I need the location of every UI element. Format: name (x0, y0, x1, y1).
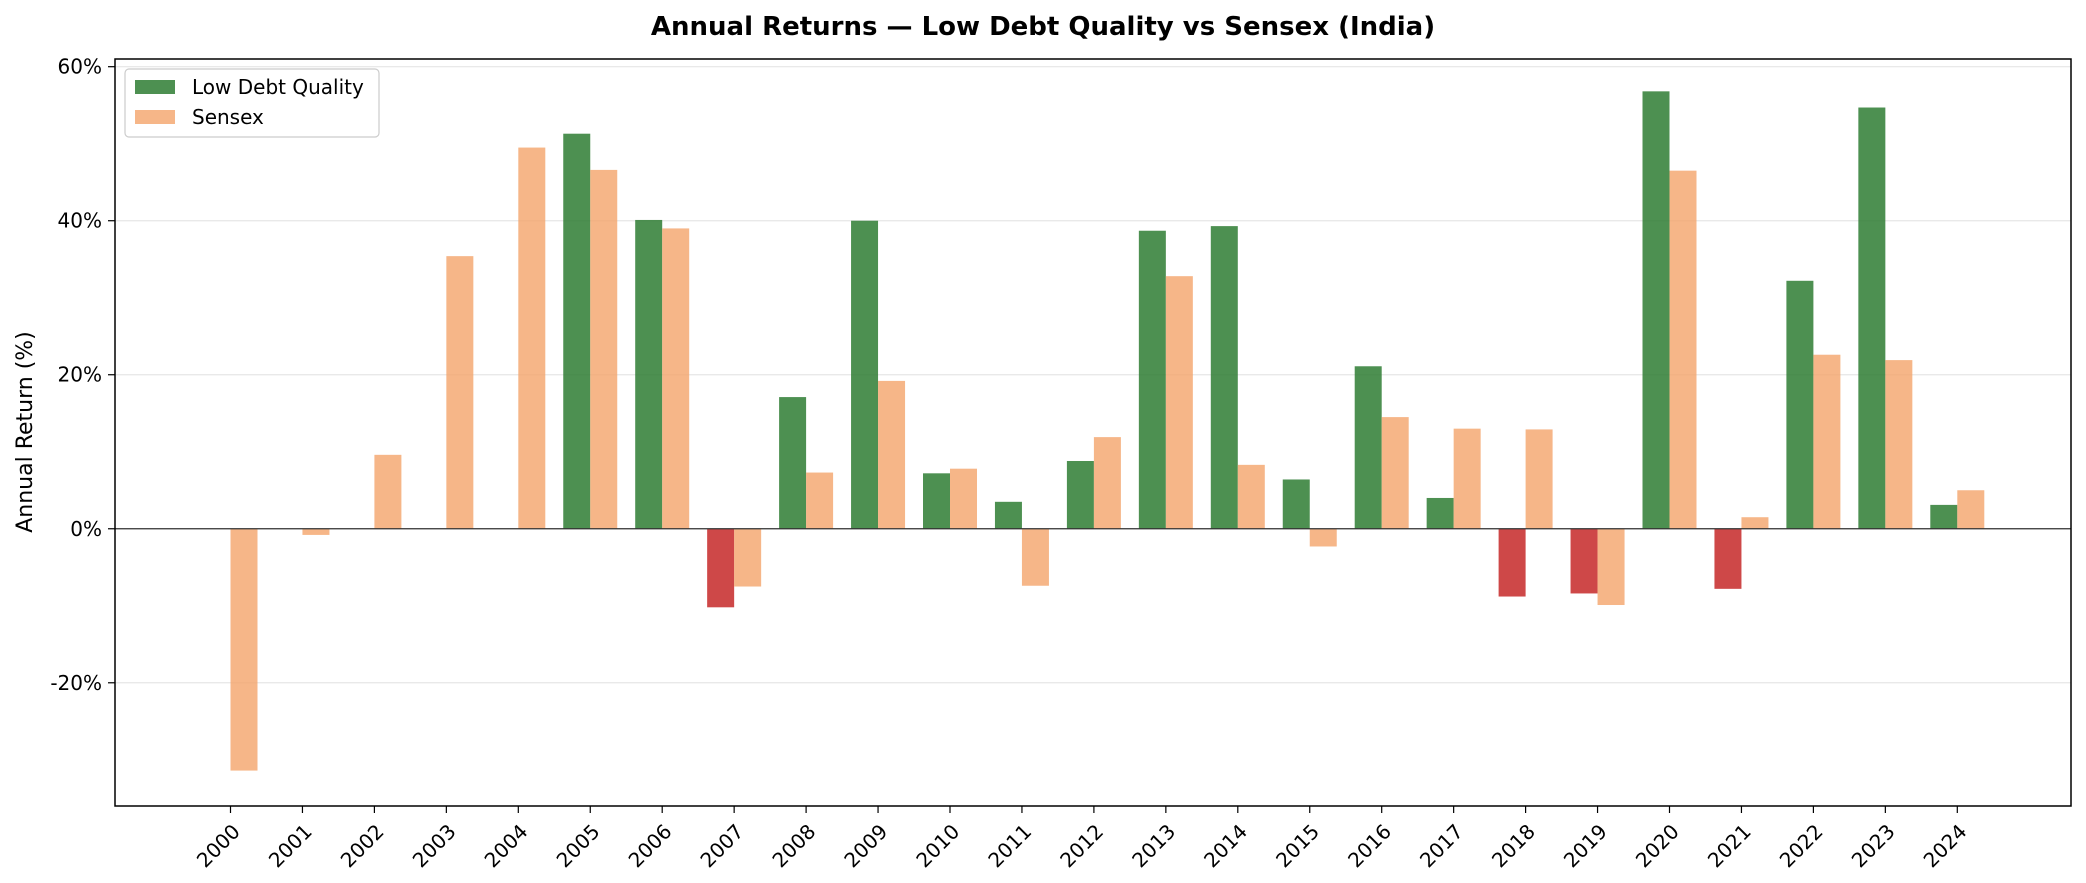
x-tick-label: 2001 (264, 819, 317, 872)
bar-sensex-2019 (1597, 528, 1625, 606)
bar-low-debt-quality-2019 (1570, 528, 1598, 594)
x-tick-label: 2008 (767, 819, 820, 872)
bar-low-debt-quality-2023 (1858, 107, 1886, 529)
bar-sensex-2002 (374, 454, 402, 529)
bar-sensex-2014 (1237, 464, 1265, 529)
bar-low-debt-quality-2021 (1714, 528, 1742, 589)
x-tick-label: 2013 (1127, 819, 1180, 872)
x-tick-label: 2000 (192, 819, 245, 872)
y-axis-label: Annual Return (%) (13, 331, 38, 533)
x-axis-ticks: 2000 2001 2002 2003 2004 2005 2006 2007 2008 2009… (192, 806, 1972, 872)
x-tick-label: 2009 (839, 819, 892, 872)
x-tick-label: 2005 (552, 819, 605, 872)
x-tick-label: 2017 (1415, 819, 1468, 872)
bar-low-debt-quality-2012 (1066, 460, 1094, 529)
x-tick-label: 2014 (1199, 819, 1252, 872)
bar-low-debt-quality-2024 (1930, 504, 1958, 529)
x-tick-label: 2002 (336, 819, 389, 872)
legend-box (124, 68, 380, 138)
x-tick-label: 2022 (1775, 819, 1828, 872)
bar-sensex-2017 (1453, 428, 1481, 529)
bar-low-debt-quality-2008 (779, 397, 807, 529)
x-tick-label: 2016 (1343, 819, 1396, 872)
bars (230, 91, 1985, 771)
bar-sensex-2024 (1957, 490, 1985, 529)
legend-swatch-low-debt-quality (135, 80, 175, 94)
bar-sensex-2008 (806, 472, 834, 529)
x-tick-label: 2010 (911, 819, 964, 872)
x-tick-label: 2006 (624, 819, 677, 872)
y-tick-label: 60% (58, 55, 102, 79)
x-tick-label: 2024 (1919, 819, 1972, 872)
x-tick-label: 2019 (1559, 819, 1612, 872)
chart-title: Annual Returns — Low Debt Quality vs Sen… (651, 12, 1435, 42)
legend: Low Debt Quality Sensex (124, 68, 380, 138)
x-tick-label: 2004 (480, 819, 533, 872)
y-tick-label: -20% (50, 671, 102, 695)
legend-label-low-debt-quality: Low Debt Quality (192, 75, 364, 99)
y-tick-label: 40% (58, 209, 102, 233)
bar-sensex-2018 (1525, 429, 1553, 529)
x-tick-label: 2021 (1703, 819, 1756, 872)
bar-low-debt-quality-2010 (923, 473, 950, 529)
x-tick-label: 2011 (983, 819, 1036, 872)
bar-sensex-2009 (878, 380, 906, 529)
bar-sensex-2022 (1813, 354, 1841, 529)
bar-sensex-2000 (230, 528, 258, 771)
x-tick-label: 2018 (1487, 819, 1540, 872)
bar-low-debt-quality-2016 (1354, 366, 1382, 529)
bar-low-debt-quality-2007 (707, 528, 735, 608)
bar-sensex-2006 (662, 228, 690, 529)
bar-sensex-2015 (1309, 528, 1337, 547)
bar-sensex-2012 (1093, 437, 1121, 529)
bar-sensex-2003 (446, 256, 474, 529)
bar-sensex-2011 (1021, 528, 1049, 586)
bar-low-debt-quality-2022 (1786, 280, 1814, 529)
legend-swatch-sensex (135, 110, 175, 124)
bar-sensex-2013 (1165, 276, 1193, 529)
bar-sensex-2007 (734, 528, 762, 587)
bar-low-debt-quality-2020 (1642, 91, 1670, 529)
bar-low-debt-quality-2014 (1210, 226, 1238, 529)
bar-sensex-2005 (590, 169, 618, 529)
bar-sensex-2021 (1741, 517, 1769, 529)
bar-sensex-2010 (950, 468, 977, 529)
bar-low-debt-quality-2011 (994, 501, 1022, 529)
bar-sensex-2020 (1669, 170, 1697, 529)
bar-low-debt-quality-2018 (1498, 528, 1526, 597)
bar-low-debt-quality-2005 (563, 133, 591, 529)
x-tick-label: 2020 (1631, 819, 1684, 872)
x-tick-label: 2003 (408, 819, 461, 872)
bar-low-debt-quality-2015 (1282, 479, 1310, 529)
bar-low-debt-quality-2009 (851, 220, 879, 529)
bar-sensex-2023 (1885, 360, 1913, 529)
bar-low-debt-quality-2006 (635, 219, 663, 529)
bar-sensex-2001 (302, 528, 330, 535)
bar-low-debt-quality-2013 (1138, 230, 1166, 529)
legend-label-sensex: Sensex (192, 105, 264, 129)
y-tick-label: 0% (70, 517, 102, 541)
x-tick-label: 2007 (695, 819, 748, 872)
x-tick-label: 2012 (1055, 819, 1108, 872)
y-tick-label: 20% (58, 363, 102, 387)
x-tick-label: 2023 (1847, 819, 1900, 872)
x-tick-label: 2015 (1271, 819, 1324, 872)
bar-sensex-2016 (1381, 417, 1409, 529)
grid-lines (115, 66, 2071, 684)
bar-sensex-2004 (518, 147, 546, 529)
y-axis-ticks: -20% 0% 20% 40% 60% (50, 55, 115, 695)
bar-low-debt-quality-2017 (1426, 497, 1454, 529)
plot-frame (114, 58, 2072, 807)
